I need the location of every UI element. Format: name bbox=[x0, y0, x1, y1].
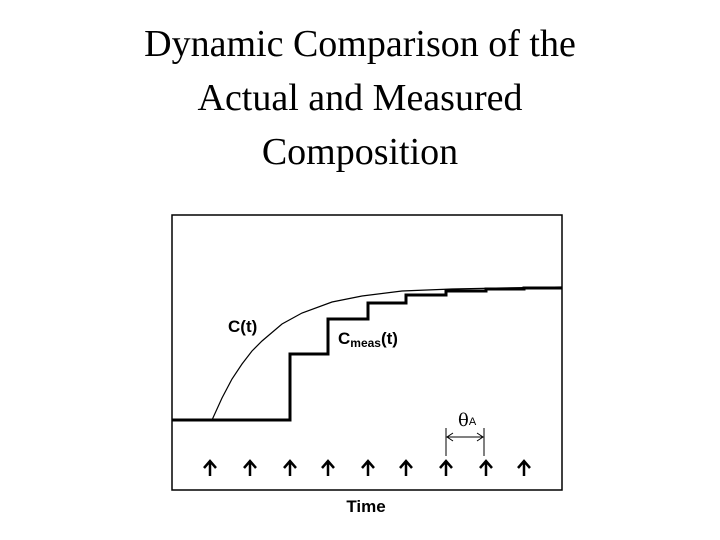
actual-label: C(t) bbox=[228, 317, 257, 336]
title-line: Dynamic Comparison of the bbox=[144, 23, 576, 65]
measured-label: Cmeas(t) bbox=[338, 329, 398, 350]
sample-arrows bbox=[203, 459, 531, 476]
measured-curve bbox=[172, 286, 562, 422]
interval-bracket bbox=[445, 428, 485, 456]
actual-curve bbox=[211, 286, 563, 421]
x-axis-label: Time bbox=[346, 497, 385, 516]
plot-frame bbox=[171, 214, 563, 491]
measured-label-suffix: (t) bbox=[381, 329, 398, 348]
interval-label-base: θ bbox=[458, 410, 469, 431]
measured-label-subscript: meas bbox=[350, 336, 381, 350]
interval-label: θA bbox=[458, 410, 477, 431]
interval-label-subscript: A bbox=[469, 416, 477, 428]
title-line: Composition bbox=[262, 131, 458, 173]
title-line: Actual and Measured bbox=[198, 77, 523, 119]
measured-label-base: C bbox=[338, 329, 350, 348]
